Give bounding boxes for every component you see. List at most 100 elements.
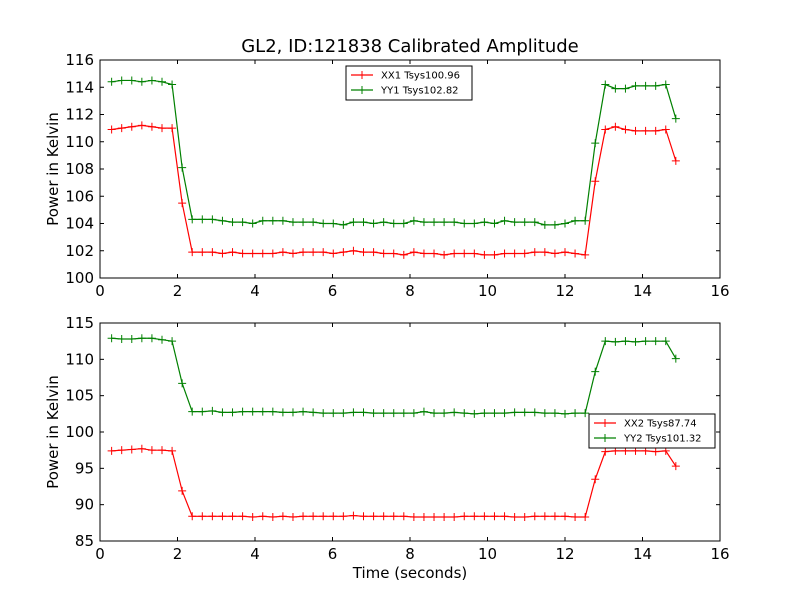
data-point-marker <box>480 409 489 418</box>
data-point-marker <box>389 409 398 418</box>
data-point-marker <box>248 407 257 416</box>
data-point-marker <box>440 218 449 227</box>
data-point-marker <box>409 248 418 257</box>
data-point-marker <box>409 216 418 225</box>
data-point-marker <box>540 220 549 229</box>
data-point-marker <box>389 512 398 521</box>
data-point-marker <box>258 512 267 521</box>
data-point-marker <box>430 218 439 227</box>
data-point-marker <box>591 139 600 148</box>
data-point-marker <box>248 249 257 258</box>
data-point-marker <box>601 337 610 346</box>
data-point-marker <box>571 513 580 522</box>
x-tick-label: 2 <box>173 282 183 300</box>
data-point-marker <box>278 512 287 521</box>
x-tick-label: 4 <box>250 545 260 563</box>
data-point-marker <box>601 125 610 134</box>
data-point-marker <box>309 408 318 417</box>
legend-entry-label: XX2 Tsys87.74 <box>624 419 697 430</box>
y-tick-label: 114 <box>65 78 94 96</box>
data-point-marker <box>561 409 569 418</box>
data-point-marker <box>278 408 287 417</box>
y-tick-label: 108 <box>65 160 94 178</box>
x-tick-label: 6 <box>328 545 338 563</box>
data-point-marker <box>419 513 428 522</box>
y-axis-label: Power in Kelvin <box>44 112 62 226</box>
data-point-marker <box>550 512 559 521</box>
x-tick-label: 10 <box>478 282 497 300</box>
data-point-marker <box>258 249 267 258</box>
bottom-subplot: 0 2 4 6 8 10 12 14 16 85 90 95 100 105 110 115 Power in … <box>44 314 730 582</box>
data-point-marker <box>409 513 418 522</box>
data-point-marker <box>329 249 338 258</box>
data-point-marker <box>399 250 408 259</box>
data-point-marker <box>601 447 610 456</box>
data-point-marker <box>299 218 308 227</box>
data-point-marker <box>530 408 539 417</box>
data-point-marker <box>178 199 187 208</box>
legend-entry-label: YY2 Tsys101.32 <box>623 434 702 445</box>
data-point-marker <box>359 408 368 417</box>
data-point-marker <box>440 409 449 418</box>
data-point-marker <box>510 249 519 258</box>
data-point-marker <box>520 249 529 258</box>
data-point-marker <box>168 124 177 133</box>
data-point-marker <box>490 219 499 228</box>
data-point-marker <box>178 379 187 388</box>
data-point-marker <box>651 447 660 456</box>
x-tick-label: 8 <box>405 545 415 563</box>
data-point-marker <box>359 512 368 521</box>
figure-title: GL2, ID:121838 Calibrated Amplitude <box>241 36 579 57</box>
data-point-marker <box>168 446 177 455</box>
data-point-marker <box>379 409 388 418</box>
data-point-marker <box>510 408 519 417</box>
data-point-marker <box>248 219 257 228</box>
data-point-marker <box>349 408 358 417</box>
data-point-marker <box>561 248 569 257</box>
series-yy2 <box>107 334 680 418</box>
data-point-marker <box>218 512 227 521</box>
legend-swatch-marker <box>358 86 366 94</box>
x-tick-label: 12 <box>555 282 574 300</box>
data-point-marker <box>581 513 590 522</box>
legend-box <box>588 413 716 449</box>
data-point-marker <box>178 163 187 172</box>
data-point-marker <box>349 511 358 520</box>
data-point-marker <box>127 334 136 343</box>
data-point-marker <box>671 156 680 165</box>
data-point-marker <box>480 250 489 259</box>
data-point-marker <box>661 80 670 89</box>
data-point-marker <box>158 124 166 133</box>
data-point-marker <box>188 512 197 521</box>
data-point-marker <box>470 512 479 521</box>
y-tick-label: 104 <box>65 215 94 233</box>
data-point-marker <box>158 77 166 86</box>
data-point-marker <box>621 337 630 346</box>
data-point-marker <box>591 177 600 186</box>
data-point-marker <box>621 84 630 93</box>
data-point-marker <box>238 218 247 227</box>
data-point-marker <box>540 512 549 521</box>
data-point-marker <box>288 249 297 258</box>
data-point-marker <box>218 216 227 225</box>
data-point-marker <box>540 409 549 418</box>
data-point-marker <box>147 334 156 343</box>
data-point-marker <box>581 250 590 259</box>
legend-entry-label: XX1 Tsys100.96 <box>381 71 460 82</box>
data-point-marker <box>339 220 348 229</box>
data-point-marker <box>248 513 257 522</box>
data-point-marker <box>581 216 590 225</box>
data-point-marker <box>288 513 297 522</box>
data-point-marker <box>127 122 136 131</box>
data-point-marker <box>198 248 207 257</box>
x-axis-label: Time (seconds) <box>352 564 468 582</box>
data-point-marker <box>379 249 388 258</box>
data-point-marker <box>470 249 479 258</box>
x-tick-label: 0 <box>95 282 105 300</box>
y-tick-label: 116 <box>65 51 94 69</box>
data-point-marker <box>500 512 509 521</box>
data-point-marker <box>671 462 680 471</box>
data-point-marker <box>228 408 237 417</box>
legend-swatch-marker <box>601 434 609 442</box>
